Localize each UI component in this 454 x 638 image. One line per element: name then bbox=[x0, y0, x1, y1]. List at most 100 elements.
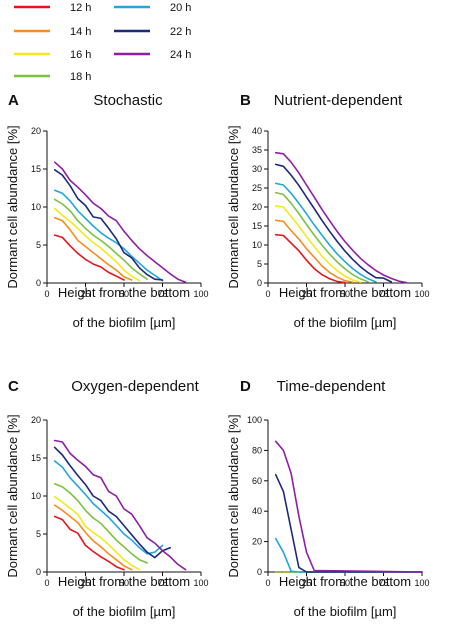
y-tick-label: 15 bbox=[252, 221, 262, 231]
y-tick-label: 10 bbox=[31, 202, 41, 212]
panel-title: Stochastic bbox=[93, 92, 163, 109]
y-tick-label: 0 bbox=[36, 567, 41, 577]
legend: 12 h 14 h 16 h 18 h 20 h 22 h 24 h bbox=[14, 2, 191, 83]
x-axis-label: Height from the bottom bbox=[279, 285, 411, 300]
legend-label: 22 h bbox=[170, 26, 191, 38]
x-tick-label: 100 bbox=[414, 578, 429, 588]
x-tick-label: 100 bbox=[193, 578, 208, 588]
series-line-12h bbox=[53, 515, 125, 571]
x-tick-label: 0 bbox=[265, 289, 270, 299]
legend-label: 24 h bbox=[170, 49, 191, 61]
series-line-18h bbox=[53, 198, 148, 281]
legend-label: 12 h bbox=[70, 2, 91, 14]
y-tick-label: 30 bbox=[252, 164, 262, 174]
x-tick-label: 0 bbox=[44, 289, 49, 299]
legend-label: 20 h bbox=[170, 2, 191, 14]
panel-title: Nutrient-dependent bbox=[274, 92, 403, 109]
x-tick-label: 100 bbox=[193, 289, 208, 299]
panel-title: Time-dependent bbox=[277, 378, 387, 395]
y-tick-label: 20 bbox=[252, 537, 262, 547]
panel-b: B Nutrient-dependent 0 5 10 15 20 25 30 35 40 0 25 50… bbox=[226, 92, 430, 330]
series-line-16h bbox=[53, 207, 141, 282]
y-tick-label: 0 bbox=[257, 278, 262, 288]
x-tick-label: 0 bbox=[44, 578, 49, 588]
series-line-20h bbox=[274, 537, 423, 573]
series-line-24h bbox=[274, 151, 408, 284]
y-tick-label: 100 bbox=[247, 415, 262, 425]
series-line-22h bbox=[274, 473, 423, 573]
x-tick-label: 50 bbox=[119, 578, 129, 588]
y-tick-label: 0 bbox=[257, 567, 262, 577]
legend-item: 18 h bbox=[14, 71, 91, 83]
series-line-22h bbox=[274, 163, 393, 283]
series-line-16h bbox=[274, 205, 362, 284]
x-axis-label: of the biofilm [µm] bbox=[294, 604, 397, 619]
series-line-24h bbox=[53, 439, 187, 571]
x-axis-label: Height from the bottom bbox=[58, 285, 190, 300]
series-line-22h bbox=[53, 169, 164, 281]
x-axis-label: Height from the bottom bbox=[279, 574, 411, 589]
series-line-16h bbox=[53, 495, 141, 571]
series-line-20h bbox=[53, 189, 164, 282]
x-tick-label: 25 bbox=[301, 578, 311, 588]
panel-letter: B bbox=[240, 92, 251, 109]
y-tick-label: 20 bbox=[252, 202, 262, 212]
legend-item: 24 h bbox=[114, 49, 191, 61]
series-line-22h bbox=[53, 446, 171, 559]
legend-label: 14 h bbox=[70, 26, 91, 38]
y-tick-label: 15 bbox=[31, 164, 41, 174]
y-tick-label: 20 bbox=[31, 126, 41, 136]
x-axis-label: of the biofilm [µm] bbox=[294, 315, 397, 330]
x-tick-label: 25 bbox=[80, 289, 90, 299]
y-tick-label: 35 bbox=[252, 145, 262, 155]
legend-label: 18 h bbox=[70, 71, 91, 83]
y-axis-label: Dormant cell abundance [%] bbox=[226, 414, 241, 577]
x-tick-label: 50 bbox=[340, 578, 350, 588]
x-tick-label: 75 bbox=[157, 578, 167, 588]
x-tick-label: 50 bbox=[119, 289, 129, 299]
x-tick-label: 25 bbox=[80, 578, 90, 588]
series-line-20h bbox=[53, 460, 164, 555]
x-axis-label: of the biofilm [µm] bbox=[73, 604, 176, 619]
y-tick-label: 5 bbox=[257, 259, 262, 269]
series-line-18h bbox=[53, 482, 148, 564]
legend-item: 14 h bbox=[14, 26, 91, 38]
series-line-12h bbox=[274, 233, 346, 284]
panel-letter: A bbox=[8, 92, 19, 109]
series-line-14h bbox=[53, 504, 133, 571]
legend-item: 20 h bbox=[114, 2, 191, 14]
y-tick-label: 0 bbox=[36, 278, 41, 288]
y-axis-label: Dormant cell abundance [%] bbox=[226, 125, 241, 288]
x-axis-label: Height from the bottom bbox=[58, 574, 190, 589]
x-tick-label: 0 bbox=[265, 578, 270, 588]
x-tick-label: 75 bbox=[157, 289, 167, 299]
series-line-14h bbox=[53, 216, 133, 281]
y-axis-label: Dormant cell abundance [%] bbox=[5, 125, 20, 288]
x-tick-label: 75 bbox=[378, 289, 388, 299]
legend-item: 16 h bbox=[14, 49, 91, 61]
panel-c: C Oxygen-dependent 0 5 10 15 20 0 25 50 75 100 Dorma… bbox=[5, 378, 209, 619]
y-tick-label: 20 bbox=[31, 415, 41, 425]
x-tick-label: 50 bbox=[340, 289, 350, 299]
panel-title: Oxygen-dependent bbox=[71, 378, 199, 395]
x-tick-label: 100 bbox=[414, 289, 429, 299]
y-tick-label: 5 bbox=[36, 240, 41, 250]
x-tick-label: 75 bbox=[378, 578, 388, 588]
y-tick-label: 60 bbox=[252, 476, 262, 486]
y-tick-label: 25 bbox=[252, 183, 262, 193]
y-tick-label: 10 bbox=[252, 240, 262, 250]
y-tick-label: 10 bbox=[31, 491, 41, 501]
series-line-20h bbox=[274, 182, 377, 283]
y-tick-label: 40 bbox=[252, 506, 262, 516]
legend-label: 16 h bbox=[70, 49, 91, 61]
series-line-24h bbox=[53, 161, 187, 284]
y-tick-label: 5 bbox=[36, 529, 41, 539]
panel-a: A Stochastic 0 5 10 15 20 0 25 50 75 100 Dormant cel… bbox=[5, 92, 209, 330]
legend-item: 12 h bbox=[14, 2, 91, 14]
x-axis-label: of the biofilm [µm] bbox=[73, 315, 176, 330]
series-line-12h bbox=[53, 234, 125, 281]
panel-letter: D bbox=[240, 378, 251, 395]
series-line-14h bbox=[274, 219, 354, 284]
